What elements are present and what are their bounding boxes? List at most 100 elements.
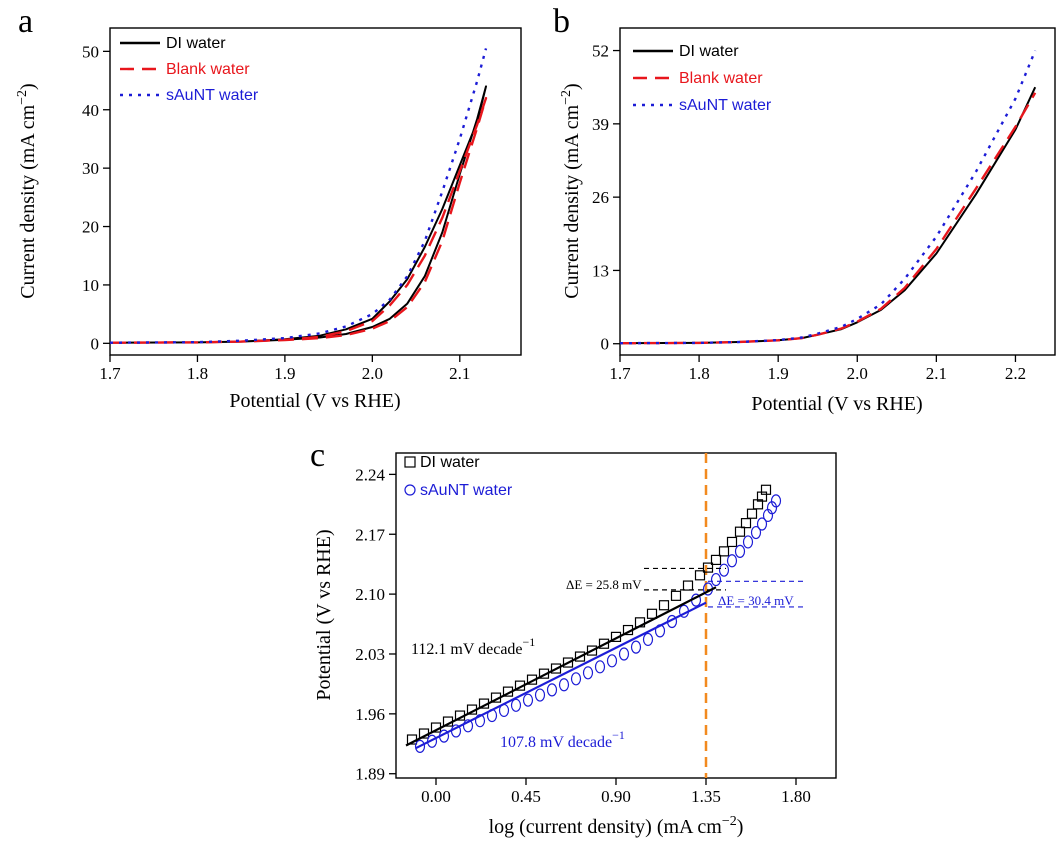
a-x-tick-label: 1.8 xyxy=(187,364,208,383)
c-marker-sau-water xyxy=(462,719,474,733)
c-marker-sau-water xyxy=(510,698,522,712)
c-marker-di-water xyxy=(646,608,658,619)
c-x-axis-title: log (current density) (mA cm−2) xyxy=(489,814,744,838)
a-y-tick-label: 40 xyxy=(82,101,99,120)
a-y-tick-label: 10 xyxy=(82,276,99,295)
b-y-tick-label: 13 xyxy=(592,261,609,280)
a-panel-letter: a xyxy=(18,3,33,40)
c-marker-sau-water xyxy=(734,544,746,558)
a-x-axis-title: Potential (V vs RHE) xyxy=(229,390,400,412)
panel-a: 1.7 1.8 1.9 2.0 2.1 0 10 20 30 40 50 a Potential (V … xyxy=(15,3,522,412)
c-legend-label: sAuNT water xyxy=(420,482,513,499)
a-x-tick-label: 1.9 xyxy=(274,364,295,383)
b-panel-letter: b xyxy=(553,3,570,40)
a-y-axis-title: Current density (mA cm−2) xyxy=(15,83,39,298)
c-marker-di-water xyxy=(740,518,752,529)
c-marker-di-water xyxy=(670,590,682,601)
c-marker-sau-water xyxy=(642,632,654,647)
b-x-tick-label: 2.1 xyxy=(926,364,947,383)
a-x-tick-label: 2.1 xyxy=(449,364,470,383)
c-marker-di-water xyxy=(734,526,746,537)
b-x-axis-title: Potential (V vs RHE) xyxy=(751,393,922,415)
c-marker-sau-water xyxy=(742,535,754,549)
b-y-tick-label: 0 xyxy=(601,335,610,354)
a-plot-frame xyxy=(109,27,522,356)
a-series-line-blank-water xyxy=(109,96,488,344)
b-x-tick-label: 1.7 xyxy=(609,364,631,383)
b-y-tick-label: 26 xyxy=(592,188,609,207)
c-y-tick-label: 2.24 xyxy=(355,465,385,484)
a-legend-label: sAuNT water xyxy=(166,87,259,104)
c-marker-sau-water xyxy=(582,666,594,680)
a-legend-label: Blank water xyxy=(166,61,250,78)
c-x-tick-label: 0.45 xyxy=(511,787,541,806)
c-marker-sau-water xyxy=(770,494,782,508)
a-y-tick-label: 30 xyxy=(82,159,99,178)
b-legend-label: Blank water xyxy=(679,70,763,87)
c-marker-sau-water xyxy=(474,714,486,728)
c-delta-e-sau-label: ΔE = 30.4 mV xyxy=(718,593,794,608)
c-y-axis-title: Potential (V vs RHE) xyxy=(313,529,335,700)
c-slope-di-label: 112.1 mV decade−1 xyxy=(411,635,535,658)
c-marker-di-water xyxy=(710,554,722,566)
b-y-tick-label: 52 xyxy=(592,42,609,61)
c-legend-swatch xyxy=(404,456,416,468)
a-y-tick-label: 20 xyxy=(82,218,99,237)
c-legend-swatch xyxy=(404,484,416,496)
c-marker-sau-water xyxy=(710,572,722,587)
c-marker-sau-water xyxy=(718,563,730,577)
c-marker-sau-water xyxy=(594,660,606,674)
b-y-tick-label: 39 xyxy=(592,115,609,134)
a-x-tick-label: 2.0 xyxy=(362,364,383,383)
b-x-tick-label: 1.8 xyxy=(688,364,709,383)
c-marker-sau-water xyxy=(522,693,534,707)
b-series-line-di-water xyxy=(619,86,1037,345)
c-marker-di-water xyxy=(682,580,694,591)
c-y-tick-label: 2.17 xyxy=(355,525,385,544)
b-plot-frame xyxy=(619,27,1056,356)
c-delta-e-di-label: ΔE = 25.8 mV xyxy=(566,577,642,592)
c-marker-di-water xyxy=(760,484,772,495)
c-marker-sau-water xyxy=(630,640,642,654)
c-legend-label: DI water xyxy=(420,454,480,471)
c-marker-sau-water xyxy=(726,554,738,568)
a-y-tick-label: 0 xyxy=(91,334,100,353)
c-slope-sau-label: 107.8 mV decade−1 xyxy=(500,728,625,751)
b-y-axis-title: Current density (mA cm−2) xyxy=(559,83,583,298)
c-marker-di-water xyxy=(658,600,670,611)
b-legend-label: DI water xyxy=(679,43,739,60)
c-marker-sau-water xyxy=(534,688,546,702)
c-panel-letter: c xyxy=(310,437,325,474)
c-marker-di-water xyxy=(702,562,714,573)
c-marker-di-water xyxy=(562,657,574,668)
c-marker-di-water xyxy=(586,645,598,656)
b-x-tick-label: 2.2 xyxy=(1005,364,1026,383)
c-marker-sau-water xyxy=(606,654,618,668)
c-marker-sau-water xyxy=(756,517,768,531)
c-marker-sau-water xyxy=(558,678,570,692)
c-y-tick-label: 2.03 xyxy=(355,645,385,664)
c-marker-sau-water xyxy=(414,739,426,753)
b-x-tick-label: 1.9 xyxy=(768,364,789,383)
a-legend-label: DI water xyxy=(166,35,226,52)
c-marker-di-water xyxy=(718,546,730,557)
c-x-tick-label: 1.35 xyxy=(691,787,721,806)
c-y-tick-label: 1.96 xyxy=(355,705,385,724)
c-y-tick-label: 1.89 xyxy=(355,765,385,784)
c-marker-di-water xyxy=(694,570,706,581)
panel-c: 0.00 0.45 0.90 1.35 1.80 1.89 1.96 2.03 2.10 2.17… xyxy=(310,437,837,838)
c-marker-sau-water xyxy=(570,672,582,686)
b-series-line-saunt-water xyxy=(619,50,1037,345)
c-marker-sau-water xyxy=(546,683,558,697)
c-x-tick-label: 1.80 xyxy=(781,787,811,806)
a-y-tick-label: 50 xyxy=(82,42,99,61)
c-marker-di-water xyxy=(598,638,610,649)
c-fit-line xyxy=(405,586,717,747)
c-fit-line xyxy=(415,601,707,750)
c-x-tick-label: 0.90 xyxy=(601,787,631,806)
b-x-tick-label: 2.0 xyxy=(847,364,868,383)
c-marker-di-water xyxy=(726,536,738,548)
c-marker-di-water xyxy=(574,651,586,662)
b-series-line-blank-water xyxy=(619,92,1037,345)
